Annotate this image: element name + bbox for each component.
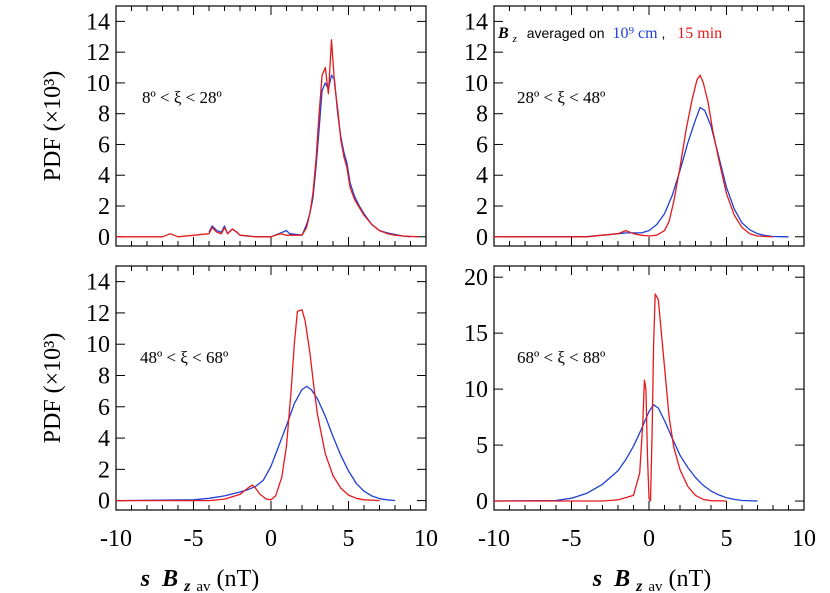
x-axis-b: B <box>613 566 630 592</box>
legend-b: B <box>497 25 509 42</box>
y-tick-label: 14 <box>86 270 110 296</box>
legend-red-label: 15 min <box>677 25 722 42</box>
x-axis-unit: (nT) <box>669 566 712 592</box>
y-tick-label: 20 <box>464 265 488 291</box>
y-tick-label: 4 <box>98 426 110 452</box>
x-tick-label: -10 <box>478 526 510 552</box>
y-tick-label: 0 <box>476 225 488 251</box>
x-tick-label: 0 <box>643 526 655 552</box>
range-annotation: 48º < ξ < 68º <box>140 348 228 367</box>
series-line-red <box>494 74 774 238</box>
series-line-blue <box>493 106 789 238</box>
y-tick-label: 0 <box>98 225 110 251</box>
x-tick-label: 5 <box>343 526 355 552</box>
legend-text: averaged on <box>527 25 605 41</box>
y-tick-label: 4 <box>98 163 110 189</box>
legend-sep: , <box>661 25 665 41</box>
y-tick-label: 14 <box>86 9 110 35</box>
y-tick-label: 6 <box>98 132 110 158</box>
x-axis-b: B <box>161 566 178 592</box>
y-tick-label: 10 <box>464 71 488 97</box>
y-tick-label: 14 <box>464 9 488 35</box>
y-tick-label: 2 <box>98 457 110 483</box>
panel-frame <box>115 5 427 247</box>
y-tick-label: 10 <box>86 71 110 97</box>
svg-text:s B z av: s B z av (nT) <box>592 566 711 593</box>
range-annotation: 28º < ξ < 48º <box>517 88 605 107</box>
y-tick-label: 0 <box>476 489 488 515</box>
y-tick-label: 6 <box>476 132 488 158</box>
panel-frame <box>493 265 805 511</box>
y-tick-label: 5 <box>476 433 488 459</box>
legend: B z averaged on 10⁹ cm , 15 min <box>497 25 722 45</box>
y-tick-label: 4 <box>476 163 488 189</box>
x-axis-label-left: s B z av (nT) <box>140 566 259 593</box>
x-axis-s: s <box>140 566 150 592</box>
x-axis-sub-av: av <box>648 579 663 593</box>
x-axis-sub-z: z <box>183 578 191 593</box>
y-tick-label: 2 <box>98 194 110 220</box>
y-tick-label: 8 <box>98 102 110 128</box>
y-axis-label: PDF (×10³) <box>40 71 66 182</box>
range-annotation: 8º < ξ < 28º <box>142 88 222 107</box>
svg-text:s B z av: s B z av (nT) <box>140 566 259 593</box>
legend-blue-label: 10⁹ cm <box>612 25 658 42</box>
y-tick-label: 12 <box>464 40 488 66</box>
y-tick-label: 10 <box>86 332 110 358</box>
y-tick-label: 0 <box>98 489 110 515</box>
x-axis-label-right: s B z av (nT) <box>592 566 711 593</box>
x-tick-label: -10 <box>100 526 132 552</box>
x-tick-label: 10 <box>414 526 438 552</box>
y-tick-label: 2 <box>476 194 488 220</box>
x-axis-sub-z: z <box>635 578 643 593</box>
panel-1: 0 2 4 6 8 10 12 14 PDF (×10³) 8º < ξ < 28º <box>40 5 427 251</box>
y-tick-label: 12 <box>86 40 110 66</box>
series-line-red <box>494 293 727 502</box>
legend-sub-z: z <box>512 33 518 45</box>
panel-3: 0 2 4 6 8 10 12 14 -10 -5 0 5 10 PDF (×10³) 48º < ξ < … <box>40 265 438 552</box>
x-tick-label: 5 <box>721 526 733 552</box>
series-line-red <box>116 39 419 238</box>
range-annotation: 68º < ξ < 88º <box>517 348 605 367</box>
y-tick-label: 8 <box>476 102 488 128</box>
panel-frame <box>115 265 427 511</box>
x-axis-s: s <box>592 566 602 592</box>
svg-text:B z averaged on: B z averaged on 10⁹ cm , 15 min <box>497 25 722 45</box>
x-axis-unit: (nT) <box>217 566 260 592</box>
x-tick-label: 10 <box>792 526 816 552</box>
series-line-blue <box>115 385 396 502</box>
series-line-blue <box>493 404 758 502</box>
panel-frame <box>493 5 805 247</box>
y-tick-label: 15 <box>464 321 488 347</box>
y-tick-label: 10 <box>464 377 488 403</box>
x-axis-sub-av: av <box>196 579 211 593</box>
y-tick-label: 6 <box>98 395 110 421</box>
panel-4: 0 5 10 15 20 -10 -5 0 5 10 68º < ξ < 88º <box>464 265 816 552</box>
panel-2: 0 2 4 6 8 10 12 14 28º < ξ < 48º <box>464 5 805 251</box>
x-tick-label: 0 <box>265 526 277 552</box>
series-line-red <box>116 309 380 502</box>
y-tick-label: 8 <box>98 363 110 389</box>
y-tick-label: 12 <box>86 301 110 327</box>
y-axis-label: PDF (×10³) <box>40 333 66 444</box>
x-tick-label: -5 <box>562 526 582 552</box>
x-tick-label: -5 <box>184 526 204 552</box>
